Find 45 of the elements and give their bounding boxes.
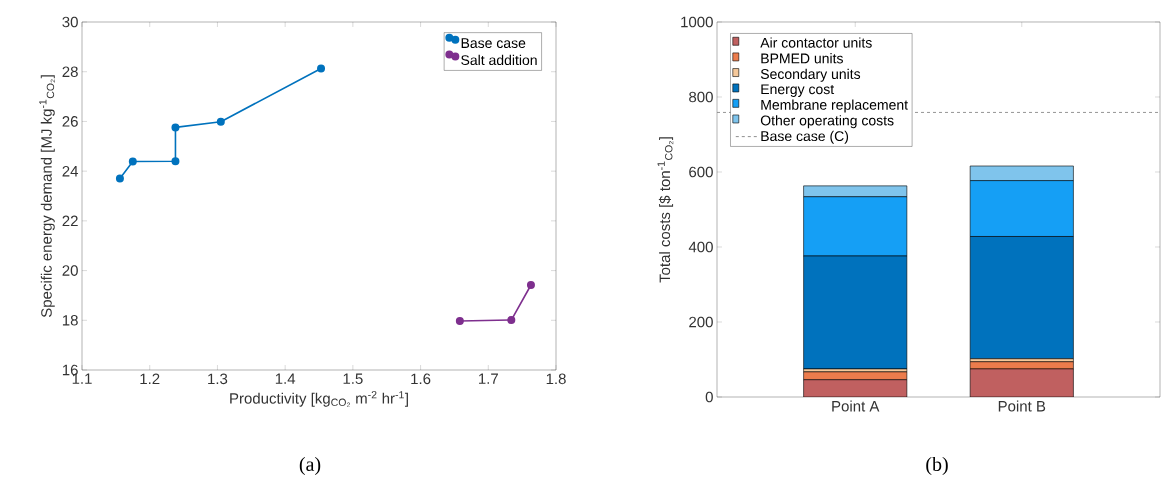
point <box>171 123 180 132</box>
x-axis-title: Productivity [kg$_{CO₂}$ m$^{-2}$ hr$^{-1}$] <box>230 391 408 407</box>
y-tick-label: 200 <box>689 316 713 328</box>
legend-label: Secondary units <box>760 68 861 82</box>
y-axis-title: Specific energy demand [MJ kg$^{-1}$$_{CO₂}$] <box>39 75 55 318</box>
text: (a) <box>299 456 321 476</box>
legend-label: Energy cost <box>761 84 835 97</box>
point <box>526 280 535 289</box>
x-tick-label: 1.8 <box>546 373 566 385</box>
y-tick-label: 18 <box>62 314 78 326</box>
point <box>171 157 180 166</box>
y-tick-label: 600 <box>689 166 713 178</box>
y-tick-label: 400 <box>688 241 713 253</box>
y-tick-label: 22 <box>62 215 78 227</box>
y-tick-label: 30 <box>62 16 78 28</box>
legend-label: Air contactor units <box>760 37 872 48</box>
legend-label: Base case <box>461 38 526 49</box>
x-tick-label: 1.5 <box>343 373 363 384</box>
y-tick-label: 20 <box>62 265 78 276</box>
x-tick-label: 1.2 <box>140 373 160 385</box>
x-tick-label: 1.4 <box>275 373 296 384</box>
x-tick-label: 1.6 <box>411 373 431 385</box>
y-tick-label: 28 <box>62 66 78 78</box>
y-tick-label: 0 <box>705 391 713 403</box>
y-tick-label: 1000 <box>681 16 713 28</box>
point <box>317 64 326 73</box>
y-tick-label: 26 <box>62 116 78 127</box>
x-tick-label: 1.7 <box>479 373 498 384</box>
legend-label: Other operating costs <box>760 115 894 129</box>
legend-label: Salt addition <box>461 54 537 66</box>
x-tick-label: 1.3 <box>208 373 228 385</box>
y-axis-title: Total costs [$ ton$^{-1}$$_{CO₂}$] <box>657 137 674 283</box>
point <box>507 316 516 325</box>
point <box>455 317 464 326</box>
text: (b) <box>926 456 948 476</box>
y-tick-label: 24 <box>62 165 79 177</box>
x-tick-label: Point B <box>998 400 1046 412</box>
point <box>115 174 124 183</box>
point <box>216 117 225 126</box>
y-tick-label: 800 <box>689 91 713 103</box>
legend-label: BPMED units <box>761 53 843 64</box>
x-tick-label: Point A <box>832 400 880 412</box>
point <box>128 157 137 166</box>
legend-label: Membrane replacement <box>761 99 908 113</box>
legend-label: Base case (C) <box>761 130 849 144</box>
